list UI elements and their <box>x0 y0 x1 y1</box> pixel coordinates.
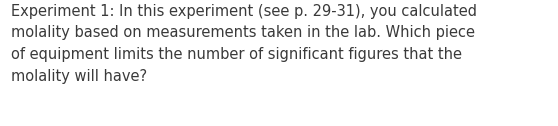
Text: Experiment 1: In this experiment (see p. 29-31), you calculated
molality based o: Experiment 1: In this experiment (see p.… <box>11 4 477 84</box>
